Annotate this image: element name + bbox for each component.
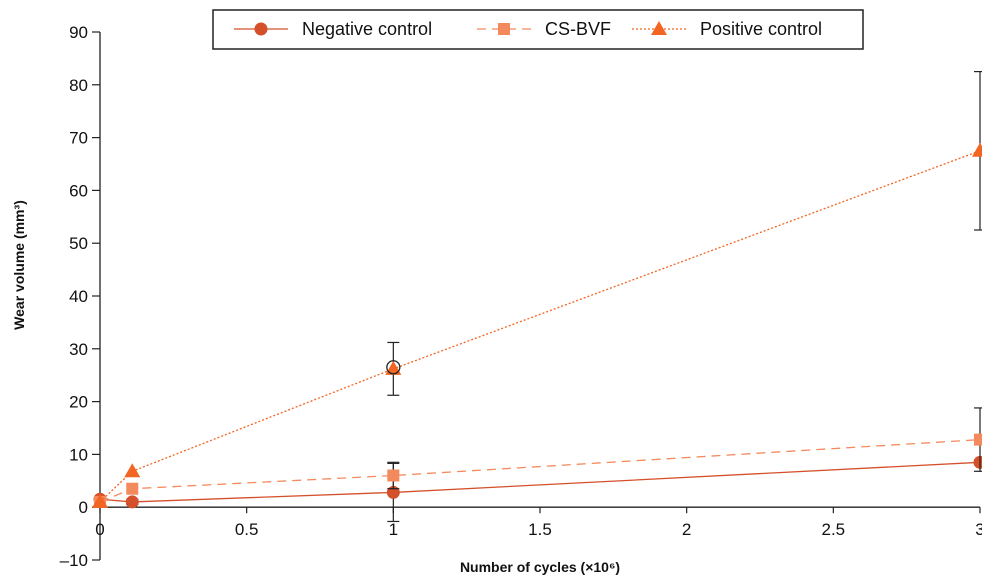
y-tick-label: 50 [69, 234, 88, 253]
y-tick-label: 40 [69, 287, 88, 306]
data-point [973, 455, 982, 469]
x-axis-title: Number of cycles (×10⁶) [460, 559, 620, 575]
y-tick-label: 70 [69, 129, 88, 148]
y-tick-label: 10 [69, 445, 88, 464]
data-point [385, 360, 402, 375]
axes [99, 32, 980, 560]
series-cs-bvf [94, 407, 982, 508]
series-positive-control [92, 70, 982, 508]
legend-marker [254, 22, 268, 36]
x-tick-label: 1.5 [528, 520, 552, 539]
legend-marker [498, 23, 510, 35]
legend-item: Positive control [632, 19, 822, 39]
x-tick-label: 3 [975, 520, 982, 539]
series-line [99, 438, 981, 503]
legend-item: Negative control [234, 19, 432, 39]
x-tick-label: 0.5 [235, 520, 259, 539]
y-tick-label: 80 [69, 76, 88, 95]
data-point [126, 482, 139, 495]
y-tick-label: 0 [79, 498, 88, 517]
x-tick-label: 1 [389, 520, 398, 539]
data-point [972, 142, 982, 157]
legend-box [212, 9, 864, 50]
legend-label: CS-BVF [545, 19, 611, 39]
series-line [99, 461, 981, 503]
y-tick-label: 90 [69, 23, 88, 42]
series-negative-control [93, 455, 982, 523]
y-tick-label: 60 [69, 181, 88, 200]
y-axis-ticks: –10 0 10 20 30 40 50 60 70 80 90 [60, 23, 100, 570]
x-tick-label: 0 [95, 520, 104, 539]
x-tick-label: 2.5 [822, 520, 846, 539]
data-point [92, 493, 108, 508]
x-axis-ticks: 0 0.5 1 1.5 2 2.5 3 [95, 507, 982, 539]
y-tick-label: 30 [69, 340, 88, 359]
data-point [974, 433, 982, 446]
y-tick-label: –10 [60, 551, 88, 570]
y-axis-title: Wear volume (mm³) [11, 200, 27, 330]
series-line [99, 150, 981, 503]
legend-label: Positive control [700, 19, 822, 39]
data-point [125, 495, 139, 509]
legend: Negative control CS-BVF Positive control [212, 9, 864, 50]
legend-item: CS-BVF [477, 19, 611, 39]
data-point [124, 463, 141, 478]
open-circle-marker [386, 360, 401, 375]
legend-label: Negative control [302, 19, 432, 39]
data-point [387, 469, 400, 482]
series-layer [92, 70, 982, 523]
legend-marker [651, 21, 667, 35]
x-tick-label: 2 [682, 520, 691, 539]
y-tick-label: 20 [69, 393, 88, 412]
